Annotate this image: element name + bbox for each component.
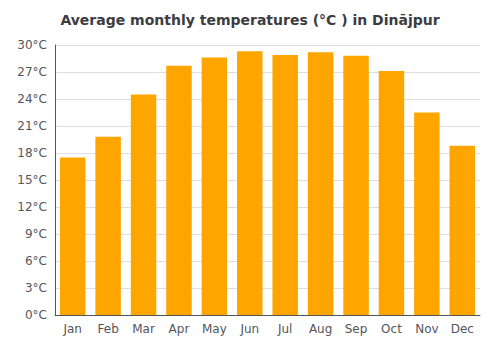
svg-text:21°C: 21°C [17,119,47,133]
svg-text:Jan: Jan [62,322,82,336]
svg-text:6°C: 6°C [25,254,47,268]
svg-text:Aug: Aug [309,322,332,336]
svg-text:Oct: Oct [381,322,402,336]
svg-text:May: May [202,322,227,336]
svg-text:Jul: Jul [277,322,292,336]
svg-text:12°C: 12°C [17,200,47,214]
svg-text:24°C: 24°C [17,92,47,106]
svg-text:3°C: 3°C [25,281,47,295]
svg-text:0°C: 0°C [25,308,47,322]
svg-text:Feb: Feb [98,322,119,336]
svg-text:Sep: Sep [345,322,368,336]
svg-text:Dec: Dec [451,322,474,336]
svg-text:Average monthly temperatures (: Average monthly temperatures (°C ) in Di… [60,12,439,28]
svg-text:Jun: Jun [239,322,259,336]
svg-text:15°C: 15°C [17,173,47,187]
svg-text:18°C: 18°C [17,146,47,160]
svg-text:27°C: 27°C [17,65,47,79]
svg-text:Apr: Apr [169,322,190,336]
svg-text:Mar: Mar [132,322,155,336]
svg-text:30°C: 30°C [17,38,47,52]
svg-text:Nov: Nov [415,322,438,336]
svg-text:9°C: 9°C [25,227,47,241]
